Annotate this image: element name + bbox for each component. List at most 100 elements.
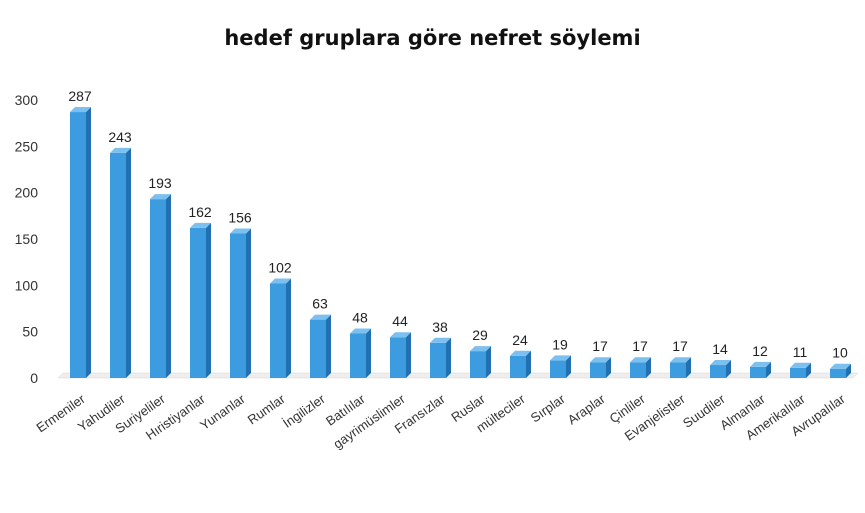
data-label: 243 [108,129,132,145]
bar-front [790,367,806,378]
bar-front [270,283,286,378]
bar-front [230,233,246,378]
bar-top [750,361,771,367]
bar-top [470,346,491,352]
bar-side [686,357,691,378]
bar [350,328,371,378]
data-label: 17 [672,338,688,354]
chart-title: hedef gruplara göre nefret söylemi [224,26,641,50]
bar-front [710,365,726,378]
bar-top [710,360,731,366]
bar-front [670,362,686,378]
bar-side [726,360,731,378]
bar-front [310,319,326,378]
bar [150,194,171,378]
data-label: 162 [188,204,212,220]
bar-side [486,346,491,378]
data-label: 12 [752,343,768,359]
bar-side [646,357,651,378]
bar-side [846,363,851,378]
bar-top [110,147,131,153]
bar [790,362,811,378]
bar [550,355,571,378]
bar-front [550,360,566,378]
bar-top [270,278,291,284]
bar-front [430,342,446,378]
data-label: 10 [832,345,848,361]
bar-front [390,337,406,378]
bar-top [230,228,251,234]
data-label: 29 [472,327,488,343]
data-label: 11 [793,344,808,360]
bar-front [830,368,846,378]
data-label: 17 [592,338,608,354]
data-label: 38 [432,319,448,335]
bar-top [70,107,91,113]
data-label: 14 [712,341,728,357]
bar-side [286,278,291,378]
data-label: 24 [512,332,528,348]
bar [670,357,691,378]
category-label: Sırplar [528,391,569,426]
bar [590,357,611,378]
y-tick-label: 50 [22,324,38,340]
bar-front [590,362,606,378]
bar [70,107,91,379]
data-label: 193 [148,175,172,191]
bar-top [510,350,531,356]
bar-top [830,363,851,369]
y-tick-label: 300 [15,92,39,108]
bar [230,228,251,378]
bar-top [630,357,651,363]
y-tick-label: 200 [15,185,39,201]
bar-side [126,147,131,378]
data-label: 17 [632,338,648,354]
bar [830,363,851,378]
bar-top [350,328,371,334]
bar-side [406,332,411,378]
bar [390,332,411,378]
bar-side [246,228,251,378]
data-label: 287 [68,88,92,104]
bar-side [206,222,211,378]
bar [750,361,771,378]
bar-front [70,112,86,379]
y-tick-label: 150 [15,231,39,247]
bar-top [670,357,691,363]
bar-side [166,194,171,378]
bar [470,346,491,378]
y-tick-label: 0 [30,370,38,386]
bar [710,360,731,378]
bar [310,314,331,378]
bar-top [550,355,571,361]
data-label: 156 [228,209,252,225]
bar [190,222,211,378]
bar-side [606,357,611,378]
bar [630,357,651,378]
data-label: 48 [352,310,368,326]
category-label: Araplar [565,391,608,428]
bar-top [430,337,451,343]
data-label: 63 [312,296,328,312]
bar-side [526,350,531,378]
bar-top [150,194,171,200]
bar [110,147,131,378]
bar-front [510,355,526,378]
bar-top [390,332,411,338]
bar [270,278,291,378]
bar [430,337,451,378]
bar-front [470,351,486,378]
y-tick-label: 250 [15,138,39,154]
bar [510,350,531,378]
bar-top [790,362,811,368]
bar-side [326,314,331,378]
data-label: 19 [552,336,568,352]
bar-front [350,333,366,378]
bar-front [750,366,766,378]
bar-side [806,362,811,378]
category-label: İngilizler [280,391,328,431]
bar-top [310,314,331,320]
category-label: Yunanlar [197,391,248,433]
